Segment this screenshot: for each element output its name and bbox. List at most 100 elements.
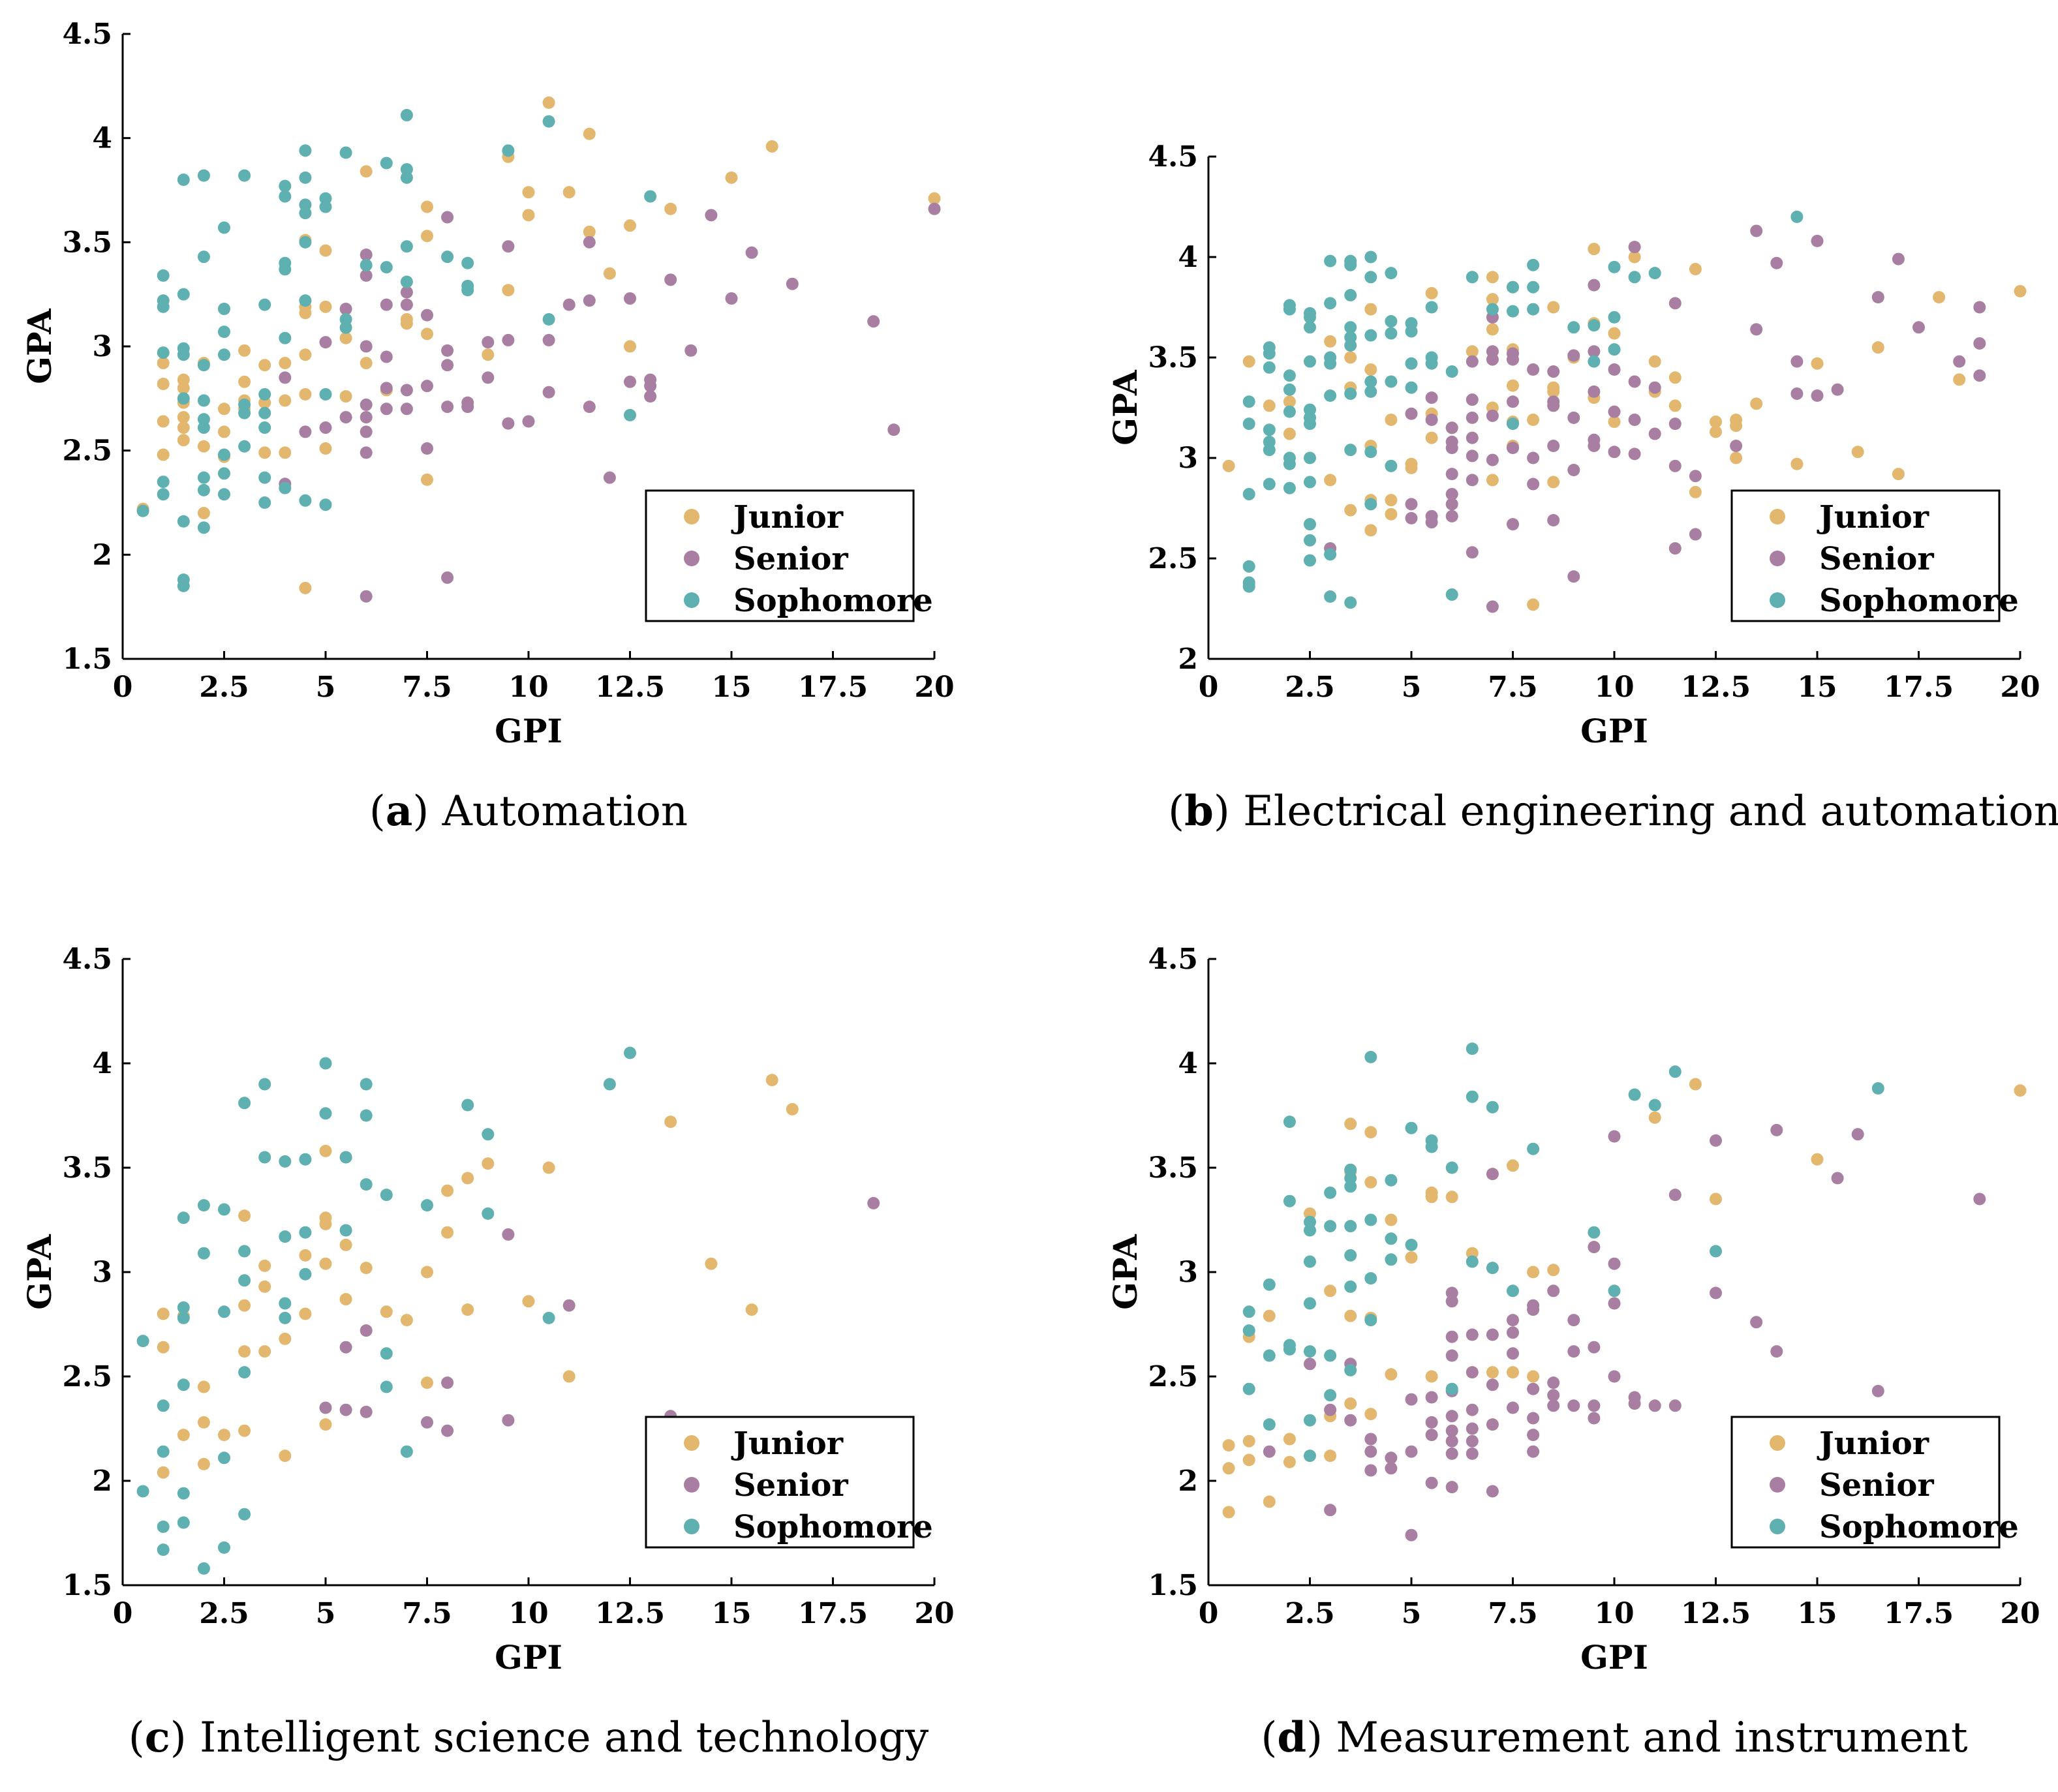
data-point-sophomore [218, 488, 230, 501]
data-point-junior [1486, 323, 1499, 336]
data-point-senior [1547, 365, 1560, 378]
data-point-senior [1973, 301, 1986, 314]
data-point-sophomore [1668, 1065, 1682, 1078]
data-point-sophomore [1304, 1215, 1316, 1228]
data-point-senior [1425, 1416, 1438, 1429]
data-point-sophomore [1263, 435, 1276, 448]
legend-marker-senior [1770, 1477, 1785, 1493]
y-tick-label: 4.5 [62, 18, 112, 51]
data-point-sophomore [1527, 303, 1540, 316]
data-point-senior [1547, 1399, 1560, 1412]
data-point-sophomore [299, 494, 312, 507]
data-point-senior [1831, 1172, 1844, 1185]
data-point-sophomore [1507, 1284, 1519, 1298]
data-point-sophomore [238, 1245, 251, 1258]
x-axis-label: GPI [1580, 712, 1648, 750]
data-point-junior [339, 1238, 352, 1251]
data-point-sophomore [157, 269, 170, 282]
data-point-sophomore [1425, 301, 1438, 314]
data-point-junior [1283, 427, 1296, 440]
data-point-junior [157, 415, 170, 428]
data-point-senior [786, 277, 799, 290]
data-point-junior [1648, 1111, 1661, 1124]
data-point-junior [218, 402, 230, 416]
data-point-sophomore [258, 1078, 271, 1091]
x-tick-label: 7.5 [402, 1597, 452, 1630]
data-point-sophomore [258, 471, 271, 484]
data-point-senior [1486, 1328, 1499, 1341]
x-tick-label: 5 [316, 671, 336, 704]
x-tick-label: 2.5 [1285, 671, 1335, 704]
data-point-senior [1567, 463, 1580, 476]
data-point-sophomore [1405, 381, 1418, 394]
data-point-senior [502, 1228, 515, 1241]
data-point-sophomore [1344, 1163, 1357, 1176]
data-point-sophomore [1527, 1142, 1540, 1155]
data-point-senior [360, 1405, 373, 1418]
data-point-sophomore [1283, 299, 1296, 312]
x-tick-label: 20 [2000, 671, 2040, 704]
data-point-senior [1263, 1445, 1276, 1458]
data-point-junior [1364, 1408, 1377, 1421]
data-point-junior [1750, 397, 1763, 410]
data-point-senior [299, 425, 312, 438]
data-point-junior [197, 1457, 210, 1470]
data-point-senior [1608, 1370, 1621, 1383]
data-point-junior [1730, 451, 1743, 464]
data-point-junior [319, 1418, 332, 1431]
data-point-junior [238, 1345, 251, 1358]
data-point-senior [1507, 1347, 1519, 1360]
data-point-junior [218, 1429, 230, 1442]
data-point-sophomore [177, 1311, 190, 1324]
series-junior [136, 96, 941, 594]
data-point-senior [1588, 385, 1601, 398]
data-point-junior [441, 1226, 454, 1239]
data-point-senior [1811, 234, 1824, 247]
data-point-sophomore [238, 1508, 251, 1521]
data-point-junior [461, 1172, 474, 1185]
x-tick-label: 20 [914, 1597, 954, 1630]
x-tick-label: 17.5 [798, 1597, 868, 1630]
data-point-senior [1628, 413, 1641, 426]
data-point-senior [1385, 1462, 1398, 1475]
data-point-senior [1871, 291, 1884, 304]
data-point-senior [1486, 1168, 1499, 1181]
data-point-junior [279, 1332, 292, 1345]
data-point-senior [1608, 1130, 1621, 1143]
data-point-sophomore [157, 1543, 170, 1557]
legend-label-sophomore: Sophomore [733, 1509, 933, 1545]
data-point-sophomore [1507, 418, 1519, 431]
data-point-sophomore [157, 294, 170, 307]
data-point-senior [887, 423, 900, 436]
y-tick-label: 2.5 [62, 1360, 112, 1393]
data-point-senior [1425, 509, 1438, 523]
data-point-junior [2014, 284, 2027, 297]
data-point-junior [624, 219, 636, 232]
caption-text: Measurement and instrument [1336, 1714, 1967, 1762]
y-tick-label: 3.5 [1148, 1151, 1198, 1185]
x-axis-label: GPI [495, 712, 562, 750]
data-point-senior [1445, 509, 1458, 523]
data-point-sophomore [1344, 1280, 1357, 1293]
data-point-senior [360, 425, 373, 438]
data-point-senior [421, 380, 433, 393]
data-point-junior [1242, 1453, 1255, 1466]
data-point-sophomore [624, 1046, 636, 1059]
data-point-junior [562, 186, 576, 199]
data-point-sophomore [1242, 1324, 1255, 1337]
data-point-sophomore [197, 169, 210, 182]
data-point-junior [1324, 1284, 1337, 1298]
series-sophomore [136, 1046, 636, 1575]
data-point-junior [1263, 1309, 1276, 1322]
data-point-junior [279, 357, 292, 370]
data-point-senior [1364, 1433, 1377, 1446]
data-point-sophomore [1324, 254, 1337, 267]
data-point-senior [319, 1401, 332, 1414]
data-point-sophomore [1648, 1099, 1661, 1112]
data-point-senior [339, 1403, 352, 1416]
data-point-senior [1608, 1257, 1621, 1270]
data-point-senior [1507, 518, 1519, 531]
data-point-junior [461, 1303, 474, 1316]
data-point-sophomore [1304, 321, 1316, 334]
